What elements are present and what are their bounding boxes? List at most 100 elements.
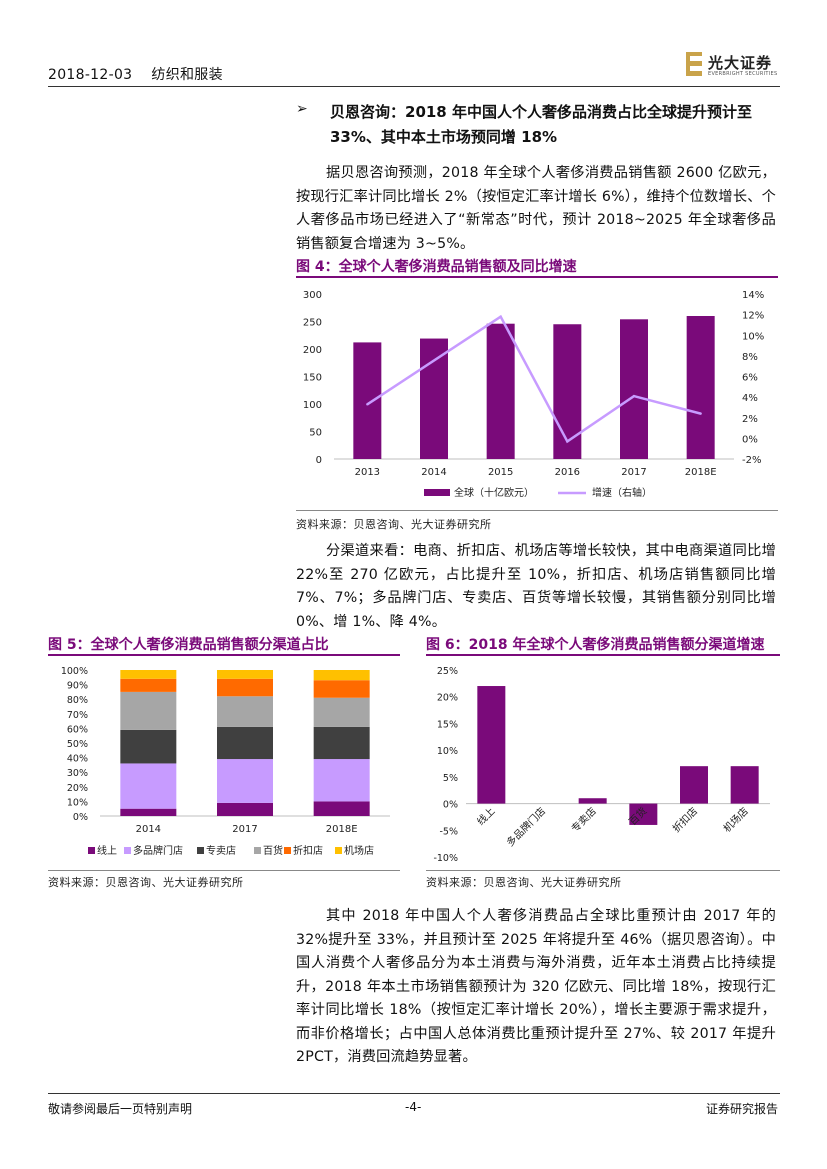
legend-label: 百货 [263, 844, 283, 857]
y-axis-tick-label: 0% [73, 812, 88, 823]
left-axis-tick-label: 50 [309, 428, 322, 439]
stacked-bar-segment [120, 729, 177, 764]
legend-swatch [124, 847, 131, 854]
y-axis-tick-label: 10% [67, 797, 88, 808]
legend-label: 线上 [97, 844, 117, 857]
stacked-bar-segment [120, 763, 177, 809]
figure-6-chart: 25%20%15%10%5%0%-5%-10%线上 多品牌门店 专卖店 百货 折扣店 机场… [433, 666, 770, 864]
stacked-bar-segment [217, 670, 273, 679]
right-axis-tick-label: 0% [742, 434, 758, 445]
right-axis-tick-label: 8% [742, 352, 758, 363]
y-axis-tick-label: 20% [437, 693, 458, 704]
x-axis-tick-label: 线上 [474, 805, 497, 828]
growth-rate-point [632, 394, 636, 398]
x-axis-tick-label: 机场店 [720, 805, 750, 835]
channel-growth-bar [477, 686, 506, 804]
legend-swatch [335, 847, 342, 854]
y-axis-tick-label: 20% [67, 783, 88, 794]
x-axis-tick-label: 折扣店 [670, 805, 700, 835]
legend-swatch [284, 847, 291, 854]
paragraph-channel-analysis: 分渠道来看：电商、折扣店、机场店等增长较快，其中电商渠道同比增 22%至 270… [296, 543, 776, 630]
stacked-bar-segment [217, 759, 273, 803]
bar-global-sales [420, 338, 448, 459]
figure-6-title: 图 6：2018 年全球个人奢侈消费品销售额分渠道增速 [426, 637, 765, 653]
paragraph-market-forecast: 据贝恩咨询预测，2018 年全球个人奢侈消费品销售额 2600 亿欧元，按现行汇… [296, 165, 776, 252]
y-axis-tick-label: 50% [67, 739, 88, 750]
logo-text-cn: 光大证券 [708, 54, 773, 72]
stacked-bar-segment [120, 670, 177, 679]
figure-4-source: 资料来源：贝恩咨询、光大证券研究所 [296, 518, 492, 531]
legend-label-global: 全球（十亿欧元） [454, 486, 534, 499]
figure-5-title: 图 5：全球个人奢侈消费品销售额分渠道占比 [48, 637, 329, 653]
figure-5-source: 资料来源：贝恩咨询、光大证券研究所 [48, 876, 244, 889]
y-axis-tick-label: 80% [67, 695, 88, 706]
page-number: -4- [405, 1100, 422, 1114]
x-axis-tick-label: 2015 [488, 467, 513, 478]
figure-4-chart: 300 250 200 150 100 50 0 14% 12% 10% 8% 6% 4% 2% 0% -2%… [303, 290, 764, 499]
legend-swatch [254, 847, 261, 854]
legend-swatch [88, 847, 95, 854]
stacked-bar-segment [217, 726, 273, 760]
left-axis-tick-label: 100 [303, 400, 322, 411]
growth-rate-point [699, 412, 702, 415]
right-axis-tick-label: -2% [742, 455, 761, 466]
stacked-bar-segment [120, 808, 177, 816]
figure-5-bottom-rule [48, 870, 400, 871]
figure-4-bottom-rule [296, 510, 778, 511]
channel-growth-bar [730, 766, 759, 804]
y-axis-tick-label: -5% [440, 826, 459, 837]
section-heading: 贝恩咨询：2018 年中国人个人奢侈品消费占比全球提升预计至 33%、其中本土市… [330, 103, 752, 146]
footer-disclaimer: 敬请参阅最后一页特别声明 [48, 1102, 193, 1116]
right-axis-tick-label: 6% [742, 373, 758, 384]
x-axis-tick-label: 2017 [232, 824, 257, 835]
x-axis-tick-label: 专卖店 [568, 805, 598, 835]
channel-growth-bar [680, 766, 708, 804]
x-axis-tick-label: 2013 [355, 467, 380, 478]
bar-global-sales [553, 324, 582, 459]
stacked-bar-segment [217, 802, 273, 816]
legend-label: 机场店 [344, 844, 374, 857]
left-axis-tick-label: 150 [303, 373, 322, 384]
y-axis-tick-label: 30% [67, 768, 88, 779]
x-axis-tick-label: 2017 [621, 467, 646, 478]
header-divider [48, 86, 780, 87]
left-axis-tick-label: 300 [303, 290, 322, 301]
y-axis-tick-label: 60% [67, 724, 88, 735]
figure-6-source: 资料来源：贝恩咨询、光大证券研究所 [426, 876, 622, 889]
y-axis-tick-label: 90% [67, 681, 88, 692]
figure-5-chart: 100% 90% 80% 70% 60% 50% 40% 30% 20% 10% 0% 2014 201… [61, 666, 390, 857]
right-axis-tick-label: 4% [742, 393, 758, 404]
stacked-bar-segment [217, 678, 273, 697]
x-axis-tick-label: 多品牌门店 [504, 805, 549, 850]
y-axis-tick-label: 15% [437, 719, 458, 730]
bar-global-sales [486, 323, 515, 459]
right-axis-tick-label: 12% [742, 311, 764, 322]
report-date: 2018-12-03 [48, 67, 133, 83]
report-date-and-industry: 2018-12-03 纺织和服装 [48, 64, 223, 84]
bar-global-sales [620, 319, 648, 459]
stacked-bar-segment [313, 670, 370, 681]
legend-label: 专卖店 [206, 844, 236, 857]
right-axis-tick-label: 10% [742, 331, 764, 342]
y-axis-tick-label: 10% [437, 746, 458, 757]
right-axis-tick-label: 14% [742, 290, 764, 301]
legend-swatch-global [424, 489, 450, 496]
paragraph-china-share: 其中 2018 年中国人个人奢侈消费品占全球比重预计由 2017 年的 32%提… [296, 908, 776, 1065]
y-axis-tick-label: 0% [443, 800, 458, 811]
y-axis-tick-label: 25% [437, 666, 458, 677]
left-axis-tick-label: 200 [303, 345, 322, 356]
legend-swatch [197, 847, 204, 854]
right-axis-tick-label: 2% [742, 414, 758, 425]
left-axis-tick-label: 0 [316, 455, 322, 466]
stacked-bar-segment [120, 678, 177, 692]
stacked-bar-segment [120, 691, 177, 730]
growth-rate-line [366, 314, 701, 444]
bullet-arrow-icon: ➢ [296, 101, 308, 117]
y-axis-tick-label: 40% [67, 754, 88, 765]
channel-growth-bar [578, 798, 607, 804]
growth-rate-point [566, 440, 569, 443]
x-axis-tick-label: 2014 [136, 824, 161, 835]
y-axis-tick-label: 70% [67, 710, 88, 721]
footer-report-type: 证券研究报告 [706, 1102, 779, 1116]
figure-4-title-rule [296, 276, 778, 278]
